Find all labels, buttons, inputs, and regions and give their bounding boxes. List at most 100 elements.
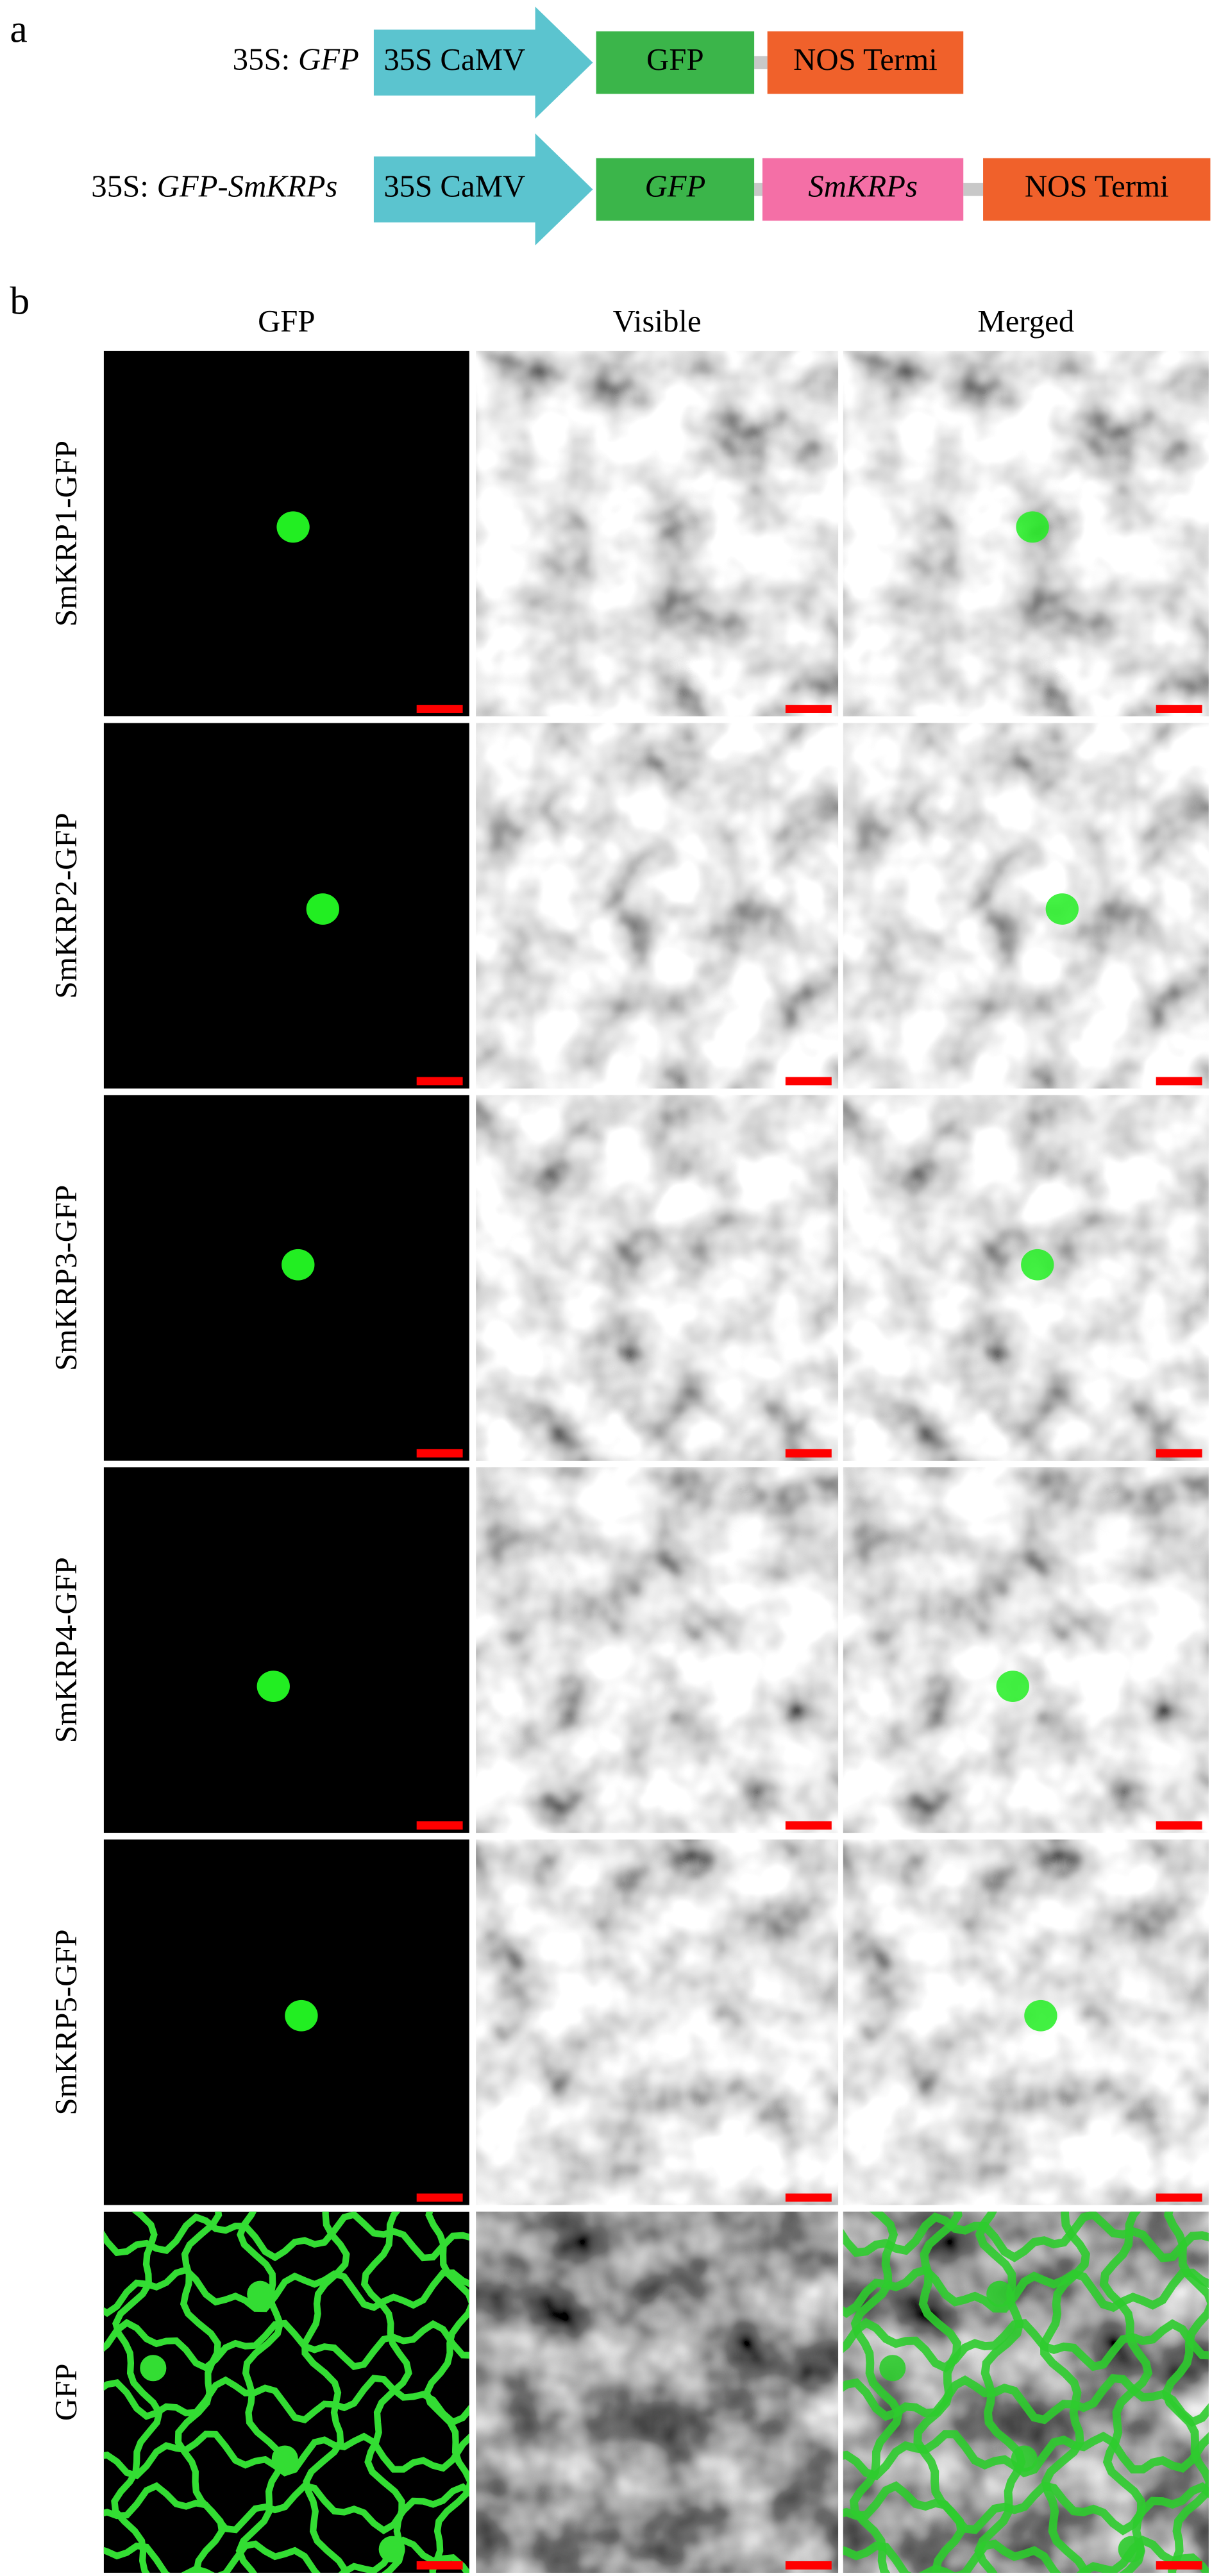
scale-bar: [785, 1821, 832, 1830]
nucleus: [1011, 2445, 1038, 2472]
scale-bar: [785, 2561, 832, 2570]
scale-bar: [416, 1077, 463, 1086]
background: [103, 2211, 469, 2573]
part-box: [762, 158, 964, 221]
cell-outline: [843, 2265, 1209, 2318]
part-label: GFP: [646, 42, 704, 77]
part-box: [983, 158, 1211, 221]
scale-bar: [1156, 1821, 1202, 1830]
micrograph: [843, 351, 1209, 717]
bright-field: [843, 1467, 1209, 1833]
cell-outline: [849, 2211, 904, 2573]
cell-outline: [1099, 2211, 1153, 2573]
nucleus: [1118, 2536, 1145, 2563]
scale-bar: [416, 1449, 463, 1458]
nucleus: [996, 1671, 1029, 1703]
micrograph: [843, 723, 1209, 1089]
bright-field: [476, 1095, 839, 1461]
cell-outline: [111, 2211, 163, 2573]
part-label: 35S CaMV: [383, 42, 525, 77]
scale-bar: [1156, 1077, 1202, 1086]
row-label: SmKRP2-GFP: [49, 812, 83, 998]
nucleus: [257, 1671, 290, 1703]
nucleus: [986, 2280, 1013, 2307]
nucleus: [1021, 1249, 1054, 1281]
column-header: GFP: [258, 304, 316, 339]
linker: [754, 56, 768, 69]
part-label: NOS Termi: [1025, 169, 1169, 204]
cell-outline: [843, 2481, 1209, 2536]
column-header: Merged: [977, 304, 1074, 339]
cell-outline: [103, 2266, 469, 2318]
row-label: GFP: [49, 2364, 83, 2421]
bright-field: [843, 723, 1209, 1089]
scale-bar: [1156, 705, 1202, 713]
cell-outline: [913, 2211, 966, 2573]
cell-outline: [103, 2536, 469, 2573]
cell-outline: [1039, 2211, 1090, 2573]
micrograph: [103, 1095, 469, 1461]
micrograph: [103, 723, 469, 1089]
scale-bar: [416, 705, 463, 713]
cell-outline: [103, 2375, 469, 2426]
cell-outline: [843, 2318, 1209, 2373]
cell-outline: [103, 2430, 469, 2480]
micrograph: [843, 1839, 1209, 2205]
micrograph: [103, 2211, 469, 2573]
construct-prefix: 35S:: [91, 169, 148, 204]
nucleus: [306, 893, 339, 925]
part-box: [767, 31, 964, 94]
cell-outline: [103, 2482, 469, 2535]
construct-label: 35S: GFP-SmKRPs: [91, 169, 337, 204]
scale-bar: [785, 1077, 832, 1086]
nucleus: [1045, 893, 1079, 925]
cell-outline: [1161, 2211, 1209, 2573]
background: [103, 1467, 469, 1833]
cell-outline: [843, 2430, 1209, 2480]
part-label: SmKRPs: [808, 169, 918, 204]
nucleus: [1016, 511, 1049, 543]
column-header: Visible: [613, 304, 702, 339]
background: [103, 723, 469, 1089]
row-label: SmKRP1-GFP: [49, 441, 83, 627]
micrograph: [103, 1467, 469, 1833]
part-box: [596, 31, 755, 94]
cell-outline: [843, 2373, 1209, 2427]
bright-field: [476, 2211, 839, 2573]
scale-bar: [1156, 1449, 1202, 1458]
micrograph: [476, 1839, 839, 2205]
row-label: SmKRP3-GFP: [49, 1185, 83, 1371]
promoter-arrow: [373, 133, 593, 246]
nucleus: [276, 511, 310, 543]
cell-outline: [235, 2211, 286, 2573]
promoter-arrow: [373, 6, 593, 119]
part-label: 35S CaMV: [383, 169, 525, 204]
linker: [754, 183, 762, 196]
cell-outline: [301, 2211, 350, 2573]
part-label: NOS Termi: [793, 42, 938, 77]
cell-outline: [974, 2211, 1026, 2573]
bright-field: [476, 351, 839, 717]
micrograph: [476, 723, 839, 1089]
scale-bar: [416, 1821, 463, 1830]
micrograph: [843, 1095, 1209, 1461]
construct-name: GFP-SmKRPs: [157, 169, 338, 204]
nucleus: [285, 1999, 318, 2032]
construct-prefix: 35S:: [233, 42, 290, 77]
linker: [963, 183, 984, 196]
bright-field: [476, 723, 839, 1089]
panel-label: b: [10, 279, 29, 323]
cell-outline: [103, 2319, 469, 2372]
row-label: SmKRP5-GFP: [49, 1929, 83, 2115]
panel-label: a: [10, 8, 27, 51]
nucleus: [247, 2280, 274, 2307]
micrograph: [476, 2211, 839, 2573]
cell-outline: [843, 2535, 1209, 2573]
micrograph: [843, 1467, 1209, 1833]
micrograph: [843, 2211, 1209, 2573]
nucleus: [271, 2445, 298, 2472]
nucleus: [378, 2536, 405, 2563]
scale-bar: [785, 2193, 832, 2202]
scale-bar: [416, 2193, 463, 2202]
